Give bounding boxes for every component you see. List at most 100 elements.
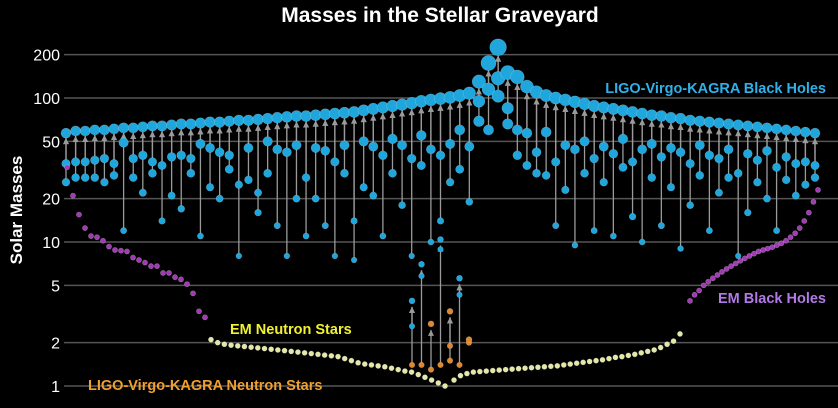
- lvk-bh-component: [61, 178, 71, 187]
- lvk-bh-component: [541, 171, 551, 180]
- lvk-bh-component: [657, 222, 665, 230]
- lvk-bh-component: [99, 153, 110, 164]
- em-ns-point: [415, 371, 422, 378]
- arrowhead: [63, 138, 69, 145]
- em-ns-point: [476, 368, 483, 375]
- lvk-bh-component: [292, 194, 301, 203]
- lvk-bh-remnant: [480, 55, 497, 71]
- em-bh-point: [815, 187, 821, 193]
- lvk-bh-remnant: [665, 111, 677, 124]
- em-ns-point: [618, 353, 625, 360]
- em-ns-point: [208, 336, 214, 343]
- lvk-bh-component: [571, 241, 579, 249]
- arrowhead: [255, 124, 262, 131]
- lvk-bh-component: [704, 150, 715, 161]
- lvk-bh-remnant: [771, 123, 783, 135]
- lvk-bh-component: [753, 178, 762, 187]
- lvk-bh-component: [426, 144, 436, 155]
- lvk-bh-component: [666, 183, 676, 192]
- lvk-bh-component: [455, 164, 465, 174]
- em-ns-point: [435, 380, 442, 386]
- y-axis-label: Solar Masses: [7, 156, 26, 265]
- arrowhead: [687, 125, 694, 132]
- lvk-bh-component: [561, 185, 570, 194]
- lvk-bh-component: [254, 188, 263, 197]
- arrowhead: [437, 104, 444, 111]
- em-bh-point: [801, 218, 808, 224]
- lvk-bh-remnant: [242, 114, 255, 126]
- em-ns-point: [388, 365, 395, 372]
- em-ns-point: [221, 341, 228, 348]
- lvk-bh-remnant: [214, 116, 226, 128]
- arrowhead: [600, 113, 607, 120]
- em-bh-point: [202, 314, 208, 321]
- lvk-remnant: [427, 320, 435, 328]
- em-ns-point: [254, 344, 261, 351]
- lvk-ns-component: [408, 361, 416, 369]
- lvk-bh-component: [128, 173, 138, 182]
- lvk-bh-component: [714, 153, 724, 164]
- em-bh-point: [190, 290, 196, 297]
- lvk-bh-component: [272, 144, 283, 155]
- lvk-bh-remnant: [79, 125, 91, 137]
- em-ns-point: [535, 364, 541, 371]
- lvk-bh-component: [387, 133, 398, 145]
- lvk-bh-component: [388, 168, 397, 178]
- arrowhead: [475, 88, 482, 95]
- arrowhead: [677, 123, 684, 130]
- arrowhead: [744, 131, 751, 138]
- em-bh-point: [178, 276, 184, 283]
- y-tick-label: 2: [51, 336, 60, 353]
- lvk-bh-component: [80, 157, 90, 167]
- lvk-bh-component: [763, 194, 771, 203]
- arrowhead: [812, 138, 818, 145]
- lvk-bh-component: [118, 137, 129, 148]
- arrowhead: [370, 114, 377, 121]
- lvk-bh-component: [340, 168, 349, 178]
- em-ns-point: [464, 370, 470, 377]
- y-tick-label: 200: [33, 48, 60, 65]
- lvk-bh-remnant: [281, 111, 293, 123]
- lvk-ns-component: [446, 342, 454, 349]
- lvk-bh-remnant: [252, 113, 264, 126]
- lvk-bh-component: [472, 94, 486, 108]
- em-ns-point: [321, 352, 328, 358]
- lvk-bh-component: [511, 124, 523, 136]
- lvk-bh-component: [647, 173, 657, 182]
- lvk-bh-remnant: [703, 116, 715, 128]
- lvk-bh-component: [427, 238, 435, 246]
- lvk-bh-component: [694, 140, 705, 151]
- lvk-bh-component: [408, 252, 415, 260]
- em-bh-point: [160, 270, 166, 276]
- em-bh-point: [148, 263, 154, 270]
- em-ns-point: [457, 372, 464, 379]
- arrowhead: [331, 119, 338, 126]
- lvk-bh-component: [301, 173, 311, 182]
- em-bh-point: [700, 282, 707, 289]
- lvk-bh-component: [791, 159, 801, 169]
- arrowhead: [485, 70, 492, 77]
- lvk-bh-remnant: [185, 118, 197, 130]
- em-bh-point: [687, 297, 693, 304]
- lvk-bh-component: [791, 191, 800, 200]
- lvk-bh-component: [638, 238, 646, 246]
- lvk-bh-component: [551, 157, 561, 167]
- em-bh-point: [130, 254, 136, 261]
- lvk-bh-remnant: [204, 116, 216, 128]
- arrowhead: [543, 101, 550, 108]
- lvk-bh-component: [552, 222, 560, 230]
- lvk-bh-component: [481, 82, 496, 96]
- lvk-bh-component: [195, 138, 206, 149]
- lvk-bh-component: [733, 168, 743, 178]
- lvk-bh-component: [339, 140, 350, 151]
- lvk-bh-component: [359, 183, 368, 192]
- lvk-bh-component: [398, 201, 406, 210]
- em-ns-point: [502, 366, 509, 373]
- arrowhead: [197, 128, 204, 135]
- y-tick-label: 100: [33, 91, 60, 108]
- lvk-bh-component: [368, 141, 379, 152]
- lvk-bh-remnant: [626, 106, 639, 118]
- lvk-bh-component: [743, 148, 753, 159]
- arrowhead: [658, 121, 665, 128]
- lvk-bh-component: [781, 152, 791, 162]
